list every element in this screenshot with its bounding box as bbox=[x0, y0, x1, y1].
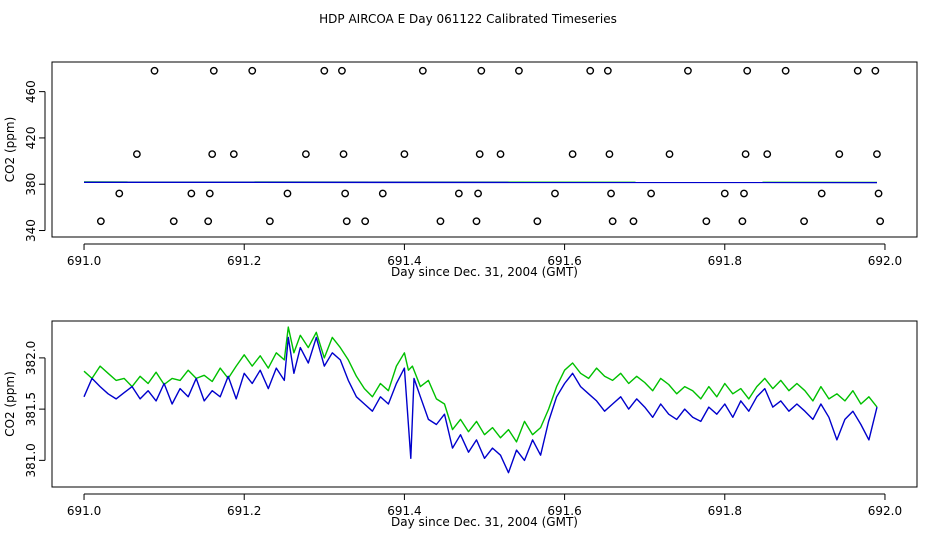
blue-series-line bbox=[83, 336, 878, 474]
scatter-point bbox=[763, 150, 772, 159]
scatter-point bbox=[874, 189, 883, 198]
scatter-point bbox=[187, 189, 196, 198]
x-tick-label: 691.2 bbox=[227, 254, 261, 268]
x-axis-label: Day since Dec. 31, 2004 (GMT) bbox=[391, 515, 578, 529]
scatter-point bbox=[876, 217, 885, 226]
scatter-point bbox=[873, 150, 881, 159]
scatter-point bbox=[800, 217, 808, 226]
x-tick-label: 691.4 bbox=[387, 254, 421, 268]
scatter-point bbox=[740, 189, 748, 198]
x-tick-label: 691.6 bbox=[547, 254, 581, 268]
scatter-point bbox=[475, 150, 484, 159]
scatter-point bbox=[418, 66, 427, 75]
plot-frame bbox=[51, 61, 918, 238]
scatter-point bbox=[684, 66, 692, 75]
scatter-point bbox=[339, 150, 348, 159]
y-axis-label: CO2 (ppm) bbox=[3, 371, 17, 437]
scatter-point bbox=[629, 217, 638, 226]
green-series-line bbox=[83, 326, 878, 443]
scatter-point bbox=[477, 66, 486, 75]
scatter-point bbox=[607, 189, 615, 198]
scatter-point bbox=[586, 66, 595, 75]
scatter-point bbox=[341, 189, 350, 198]
scatter-point bbox=[608, 217, 617, 226]
scatter-point bbox=[474, 189, 482, 198]
y-tick-label: 340 bbox=[24, 219, 38, 242]
top-panel-co2-scatter: 691.0 691.2 691.4 691.6 691.8 692.0 Day since … bbox=[3, 61, 918, 279]
scatter-point bbox=[338, 66, 346, 75]
x-axis-label: Day since Dec. 31, 2004 (GMT) bbox=[391, 265, 578, 279]
figure-title: HDP AIRCOA E Day 061122 Calibrated Times… bbox=[319, 12, 617, 26]
y-tick-label: 420 bbox=[24, 126, 38, 149]
scatter-point bbox=[301, 150, 310, 159]
scatter-point bbox=[208, 150, 217, 159]
plot-frame bbox=[51, 320, 918, 488]
scatter-point bbox=[436, 217, 445, 226]
scatter-point bbox=[720, 189, 729, 198]
scatter-point bbox=[853, 66, 862, 75]
scatter-point bbox=[378, 189, 387, 198]
scatter-point bbox=[781, 66, 790, 75]
scatter-point bbox=[647, 189, 655, 198]
scatter-point bbox=[871, 66, 880, 75]
x-tick-label: 691.0 bbox=[67, 504, 101, 518]
scatter-point bbox=[743, 66, 752, 75]
y-axis-label: CO2 (ppm) bbox=[3, 117, 17, 183]
scatter-point bbox=[265, 217, 274, 226]
scatter-point bbox=[605, 150, 614, 159]
x-tick-label: 692.0 bbox=[868, 254, 902, 268]
scatter-point bbox=[96, 217, 105, 226]
x-tick-label: 691.6 bbox=[547, 504, 581, 518]
scatter-point bbox=[603, 66, 612, 75]
y-tick-label: 381.0 bbox=[24, 443, 38, 477]
scatter-point bbox=[115, 189, 124, 198]
scatter-point bbox=[248, 66, 257, 75]
scatter-point bbox=[665, 150, 674, 159]
scatter-point bbox=[400, 150, 409, 159]
scatter-point bbox=[835, 150, 844, 159]
scatter-point bbox=[320, 66, 329, 75]
scatter-point bbox=[229, 150, 238, 159]
y-tick-label: 460 bbox=[24, 80, 38, 103]
scatter-point bbox=[361, 217, 370, 226]
scatter-point bbox=[204, 217, 213, 226]
y-tick-label: 381.5 bbox=[24, 392, 38, 426]
x-tick-label: 692.0 bbox=[868, 504, 902, 518]
scatter-point bbox=[209, 66, 218, 75]
scatter-point bbox=[472, 217, 481, 226]
scatter-point bbox=[702, 217, 711, 226]
scatter-point bbox=[454, 189, 463, 198]
x-tick-label: 691.0 bbox=[67, 254, 101, 268]
scatter-point bbox=[169, 217, 178, 226]
x-tick-label: 691.8 bbox=[708, 254, 742, 268]
scatter-point bbox=[515, 66, 523, 75]
y-tick-label: 382.0 bbox=[24, 341, 38, 375]
x-tick-label: 691.8 bbox=[708, 504, 742, 518]
scatter-point bbox=[283, 189, 292, 198]
scatter-point bbox=[741, 150, 750, 159]
scatter-point bbox=[132, 150, 141, 159]
scatter-point bbox=[150, 66, 159, 75]
x-tick-label: 691.4 bbox=[387, 504, 421, 518]
scatter-point bbox=[342, 217, 351, 226]
scatter-point bbox=[817, 189, 826, 198]
scatter-point bbox=[205, 189, 214, 198]
scatter-point bbox=[533, 217, 542, 226]
scatter-point bbox=[568, 150, 577, 159]
scatter-point bbox=[496, 150, 505, 159]
scatter-point bbox=[738, 217, 747, 226]
y-tick-label: 380 bbox=[24, 173, 38, 196]
scatter-point bbox=[551, 189, 559, 198]
bottom-panel-co2-timeseries: 691.0 691.2 691.4 691.6 691.8 692.0 Day since … bbox=[3, 320, 918, 529]
x-tick-label: 691.2 bbox=[227, 504, 261, 518]
